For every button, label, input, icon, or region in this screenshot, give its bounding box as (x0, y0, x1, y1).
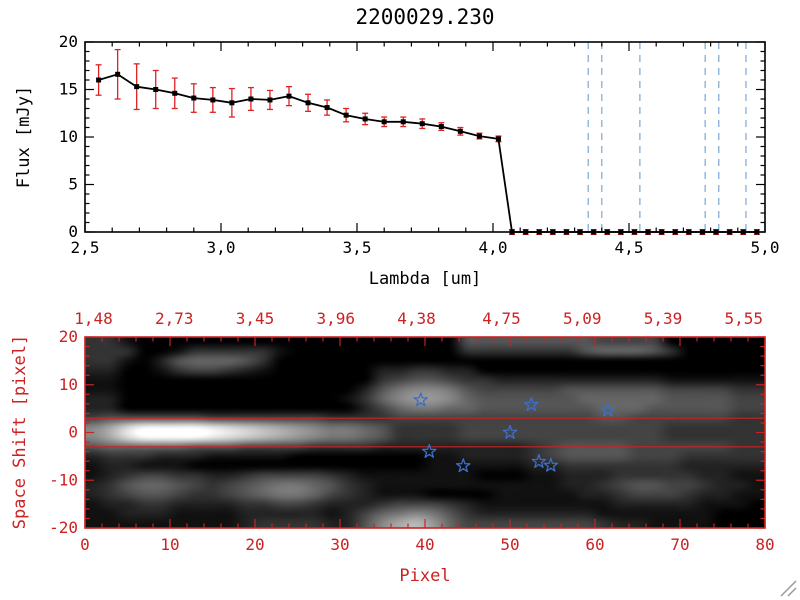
svg-text:4,38: 4,38 (397, 309, 436, 328)
svg-text:3,0: 3,0 (207, 238, 236, 257)
svg-text:3,5: 3,5 (343, 238, 372, 257)
svg-text:20: 20 (59, 327, 78, 346)
spectrum-xaxis-label: Lambda [um] (368, 269, 482, 289)
image-xaxis-label: Pixel (399, 566, 451, 586)
svg-text:10: 10 (59, 127, 78, 146)
svg-text:10: 10 (59, 375, 78, 394)
spectral-image-heatmap (85, 337, 765, 528)
error-bars (95, 48, 760, 236)
svg-text:0: 0 (80, 535, 90, 554)
svg-text:60: 60 (585, 535, 604, 554)
svg-text:50: 50 (500, 535, 519, 554)
svg-text:1,48: 1,48 (74, 309, 113, 328)
svg-text:-10: -10 (49, 470, 78, 489)
svg-text:5,09: 5,09 (563, 309, 602, 328)
svg-text:40: 40 (415, 535, 434, 554)
svg-text:4,0: 4,0 (479, 238, 508, 257)
svg-text:3,96: 3,96 (316, 309, 355, 328)
plot-title: 2200029.230 (355, 5, 495, 29)
svg-text:0: 0 (68, 423, 78, 442)
svg-text:5,39: 5,39 (644, 309, 683, 328)
spectrum-line (98, 73, 757, 233)
svg-text:0: 0 (68, 222, 78, 241)
svg-text:4,5: 4,5 (615, 238, 644, 257)
svg-text:2,5: 2,5 (71, 238, 100, 257)
svg-text:30: 30 (330, 535, 349, 554)
svg-text:4,75: 4,75 (482, 309, 521, 328)
svg-text:20: 20 (245, 535, 264, 554)
star-markers (413, 392, 616, 473)
svg-text:70: 70 (670, 535, 689, 554)
svg-text:5,0: 5,0 (751, 238, 780, 257)
svg-text:80: 80 (755, 535, 774, 554)
svg-text:2,73: 2,73 (155, 309, 194, 328)
svg-text:20: 20 (59, 32, 78, 51)
spectrum-axes: 2,5 3,0 3,5 4,0 4,5 5,0 0 5 10 15 20 (59, 32, 780, 257)
svg-text:-20: -20 (49, 518, 78, 537)
resize-grip-icon[interactable] (778, 578, 798, 598)
svg-text:15: 15 (59, 80, 78, 99)
svg-text:5,55: 5,55 (724, 309, 763, 328)
red-guide-lines (85, 417, 765, 448)
svg-text:10: 10 (160, 535, 179, 554)
dashed-guides (587, 42, 747, 232)
svg-text:3,45: 3,45 (236, 309, 275, 328)
svg-text:5: 5 (68, 175, 78, 194)
data-markers (96, 71, 760, 235)
